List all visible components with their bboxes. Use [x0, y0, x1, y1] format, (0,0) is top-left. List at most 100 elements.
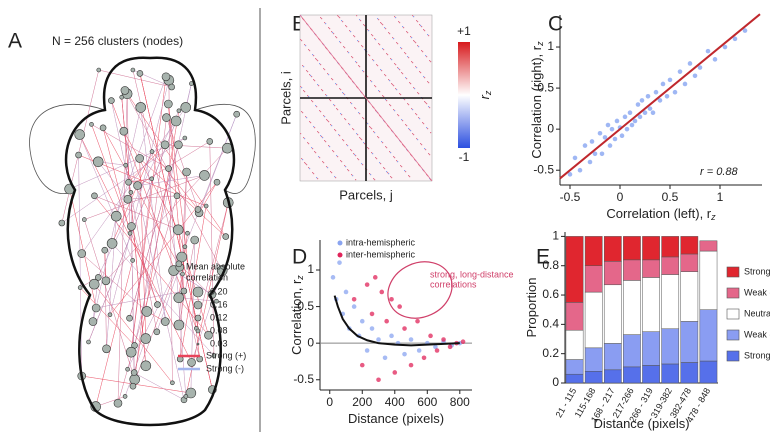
matrix-cell [412, 133, 414, 135]
matrix-cell [388, 173, 390, 175]
matrix-cell [391, 59, 393, 61]
matrix-cell [426, 127, 428, 129]
legend-label: Strong (+) [206, 350, 246, 360]
point [416, 348, 422, 353]
edge [98, 161, 129, 200]
matrix-cell [354, 36, 356, 38]
matrix-cell [425, 55, 427, 57]
annotation-ellipse [387, 261, 453, 319]
matrix-cell [385, 99, 387, 101]
matrix-cell [414, 88, 416, 90]
matrix-cell [308, 167, 310, 169]
node [119, 126, 129, 136]
matrix-cell [324, 140, 326, 142]
node [161, 72, 171, 82]
matrix-cell [309, 50, 311, 52]
matrix-cell [324, 116, 326, 118]
matrix-cell [318, 132, 320, 134]
matrix-cell [424, 148, 426, 150]
matrix-cell [313, 55, 315, 57]
matrix-cell [405, 171, 407, 173]
matrix-cell [386, 53, 388, 55]
matrix-cell [419, 118, 421, 120]
node [101, 276, 111, 286]
point [408, 337, 414, 342]
matrix-cell [372, 35, 374, 37]
matrix-cell [347, 51, 349, 53]
matrix-cell [368, 54, 370, 56]
y-tick-label: 0 [552, 375, 559, 389]
legend-label: 0.08 [210, 325, 228, 335]
matrix-cell [348, 170, 350, 172]
matrix-cell [302, 112, 304, 114]
matrix-cell [406, 31, 408, 33]
matrix-cell [314, 80, 316, 82]
matrix-cell [300, 39, 302, 41]
node [129, 374, 141, 385]
matrix-cell [355, 179, 357, 181]
point [402, 351, 407, 357]
matrix-cell [340, 42, 342, 44]
matrix-cell [323, 68, 325, 70]
matrix-cell [383, 49, 385, 51]
point [657, 98, 663, 103]
matrix-cell [352, 57, 354, 59]
bar-segment [584, 347, 603, 372]
node [135, 154, 144, 163]
node [92, 156, 104, 168]
point [609, 126, 615, 132]
matrix-cell [391, 83, 393, 85]
point [705, 48, 711, 54]
point [577, 167, 583, 173]
matrix-cell [378, 43, 380, 45]
bar-segment [565, 373, 584, 384]
matrix-cell [328, 27, 330, 29]
legend-label: Weak (-) [744, 329, 770, 339]
edge [106, 216, 117, 349]
node [187, 358, 196, 367]
point [697, 65, 703, 70]
matrix-cell [381, 70, 383, 72]
matrix-cell [301, 158, 303, 160]
matrix-cell [404, 170, 406, 172]
matrix-cell [309, 168, 311, 170]
matrix-cell [336, 108, 338, 110]
matrix-cell [399, 69, 401, 71]
matrix-cell [393, 156, 395, 158]
matrix-cell [343, 93, 345, 95]
matrix-cell [416, 138, 418, 140]
matrix-cell [314, 151, 316, 153]
legend-label: Strong (+) [744, 266, 770, 276]
matrix-cell [404, 99, 406, 101]
matrix-cell [407, 103, 409, 105]
edge [111, 100, 132, 193]
matrix-cell [331, 172, 333, 174]
matrix-cell [341, 161, 343, 163]
matrix-cell [390, 176, 392, 178]
point [364, 348, 370, 353]
colorbar [458, 42, 470, 148]
node [127, 230, 133, 236]
node [89, 122, 94, 127]
lobe-outline [194, 103, 256, 194]
matrix-cell [402, 26, 404, 28]
bar-segment [565, 236, 584, 303]
point [589, 139, 595, 144]
matrix-cell [308, 143, 310, 145]
node [206, 138, 214, 145]
matrix-cell [415, 66, 417, 68]
bar-segment [680, 253, 699, 272]
x-tick-label: 0 [617, 190, 624, 204]
y-tick-label: -0.5 [293, 372, 314, 386]
matrix-cell [317, 178, 319, 180]
matrix-cell [408, 57, 410, 59]
node [129, 382, 137, 390]
matrix-cell [312, 172, 314, 174]
node [96, 67, 102, 73]
matrix-cell [424, 30, 426, 32]
colorbar-label-sub: z [483, 90, 493, 96]
matrix-cell [347, 169, 349, 171]
matrix-cell [338, 134, 340, 136]
edge [196, 202, 229, 329]
node [125, 346, 137, 358]
